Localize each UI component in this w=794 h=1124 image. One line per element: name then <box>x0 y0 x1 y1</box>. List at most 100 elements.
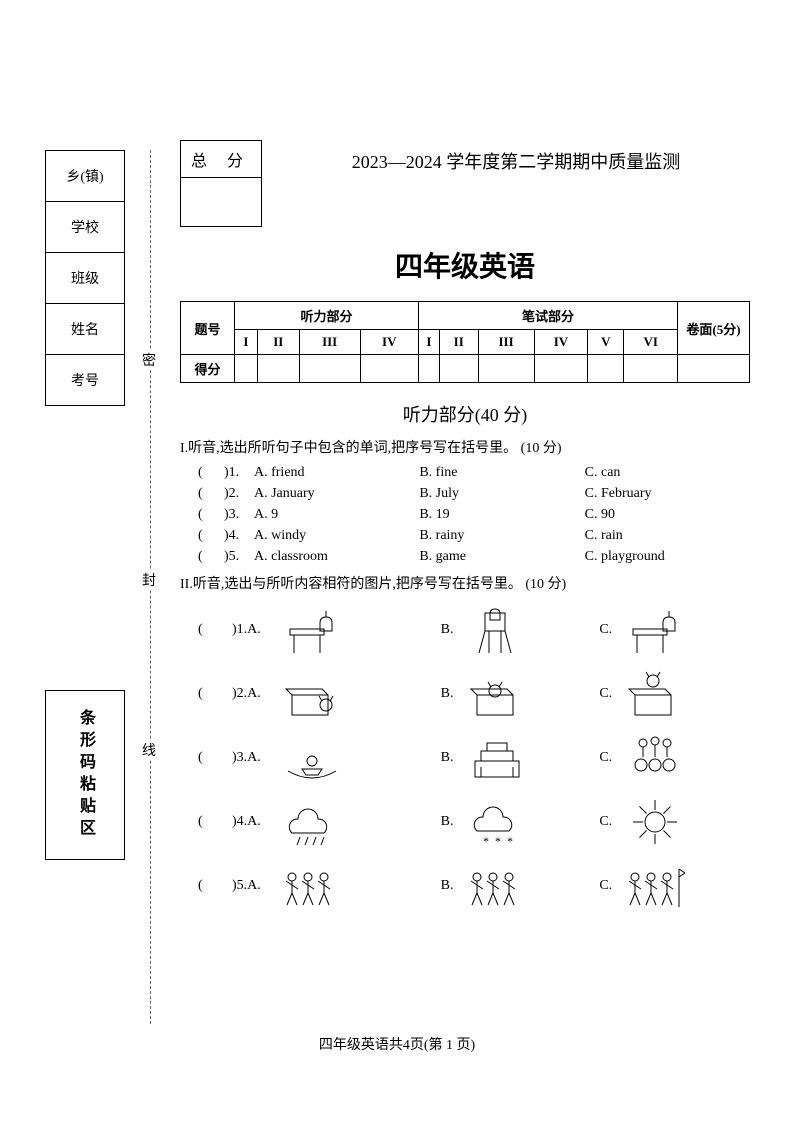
answer-blank[interactable]: ( <box>198 814 224 830</box>
q2-item: ()1.A.B.C. <box>198 603 750 657</box>
q1-opt-b: B. 19 <box>419 507 584 523</box>
score-th-qno: 题号 <box>181 302 235 355</box>
total-score-label: 总 分 <box>181 141 261 178</box>
picture-icon <box>282 603 342 657</box>
opt-letter: C. <box>599 814 619 830</box>
total-score-box: 总 分 <box>180 140 262 227</box>
q1-opt-b: B. fine <box>419 465 584 481</box>
opt-letter: B. <box>441 622 461 638</box>
opt-letter: C. <box>599 878 619 894</box>
picture-icon <box>282 859 342 913</box>
score-cell <box>235 355 258 383</box>
fold-label-feng: 封 <box>142 570 156 590</box>
q1-opt-a: A. friend <box>254 465 419 481</box>
info-school: 学校 <box>45 201 125 253</box>
picture-icon <box>625 795 685 849</box>
answer-blank[interactable]: ( <box>198 507 224 523</box>
score-w2: II <box>439 330 478 355</box>
score-cell <box>588 355 624 383</box>
q2-opt-a <box>282 859 433 913</box>
q1-opt-a: A. windy <box>254 528 419 544</box>
q1-item: ()2.A. JanuaryB. JulyC. February <box>198 486 750 502</box>
picture-icon <box>625 731 685 785</box>
info-township: 乡(镇) <box>45 150 125 202</box>
answer-blank[interactable]: ( <box>198 750 224 766</box>
q1-opt-c: C. 90 <box>585 507 750 523</box>
q1-num: )2. <box>224 486 254 502</box>
score-cell <box>257 355 299 383</box>
answer-blank[interactable]: ( <box>198 486 224 502</box>
barcode-label: 条形码粘贴区 <box>73 709 97 841</box>
q2-opt-a <box>282 603 433 657</box>
opt-letter: B. <box>441 686 461 702</box>
opt-letter: B. <box>441 814 461 830</box>
picture-icon <box>625 859 685 913</box>
picture-icon <box>467 603 527 657</box>
picture-icon <box>282 667 342 721</box>
q2-instruction: II.听音,选出与所听内容相符的图片,把序号写在括号里。 (10 分) <box>180 573 750 593</box>
score-w4: IV <box>534 330 588 355</box>
listening-section-title: 听力部分(40 分) <box>180 401 750 427</box>
q2-opt-c: C. <box>599 859 750 913</box>
main-content: 总 分 2023—2024 学年度第二学期期中质量监测 四年级英语 题号 听力部… <box>180 140 750 923</box>
total-score-blank <box>181 178 251 226</box>
picture-icon <box>625 603 685 657</box>
page: 乡(镇) 学校 班级 姓名 考号 条形码粘贴区 密 封 线 总 分 2023—2… <box>0 0 794 1124</box>
info-class: 班级 <box>45 252 125 304</box>
score-l1: I <box>235 330 258 355</box>
score-w3: III <box>478 330 534 355</box>
score-l4: IV <box>360 330 418 355</box>
barcode-area: 条形码粘贴区 <box>45 690 125 860</box>
q1-opt-c: C. February <box>585 486 750 502</box>
score-table: 题号 听力部分 笔试部分 卷面(5分) I II III IV I II III… <box>180 301 750 383</box>
picture-icon <box>467 859 527 913</box>
student-info-column: 乡(镇) 学校 班级 姓名 考号 <box>45 150 125 405</box>
q2-opt-a <box>282 795 433 849</box>
q2-item: ( )3.A. B. C. <box>198 731 750 785</box>
answer-blank[interactable]: ( <box>198 465 224 481</box>
q1-opt-b: B. game <box>419 549 584 565</box>
score-cell <box>299 355 360 383</box>
grade-title: 四年级英语 <box>180 245 750 285</box>
fold-label-mi: 密 <box>142 350 156 370</box>
q2-opt-b: B. <box>441 731 592 785</box>
header-row: 总 分 2023—2024 学年度第二学期期中质量监测 <box>180 140 750 227</box>
q2-opt-b: B. <box>441 667 592 721</box>
picture-icon <box>467 667 527 721</box>
opt-letter: C. <box>599 686 619 702</box>
opt-letter: B. <box>441 750 461 766</box>
info-exam-no: 考号 <box>45 354 125 406</box>
answer-blank[interactable]: ( <box>198 878 224 894</box>
q1-num: )3. <box>224 507 254 523</box>
svg-text:*: * <box>507 834 513 848</box>
exam-title: 2023—2024 学年度第二学期期中质量监测 <box>282 148 750 174</box>
q1-container: ()1.A. friendB. fineC. can()2.A. January… <box>180 465 750 565</box>
q2-num: )3.A. <box>232 750 274 766</box>
answer-blank[interactable]: ( <box>198 528 224 544</box>
q2-num: )2.A. <box>232 686 274 702</box>
answer-blank[interactable]: ( <box>198 549 224 565</box>
q1-opt-b: B. July <box>419 486 584 502</box>
q2-item: ( )5.A. B. C. <box>198 859 750 913</box>
page-footer: 四年级英语共4页(第 1 页) <box>0 1034 794 1054</box>
q2-item: ( )2.A. B. C. <box>198 667 750 721</box>
q2-opt-c: C. <box>599 603 750 657</box>
score-cell <box>624 355 678 383</box>
q1-num: )1. <box>224 465 254 481</box>
q1-opt-b: B. rainy <box>419 528 584 544</box>
score-l3: III <box>299 330 360 355</box>
answer-blank[interactable]: ( <box>198 686 224 702</box>
opt-letter: B. <box>441 878 461 894</box>
q1-item: ()4.A. windyB. rainyC. rain <box>198 528 750 544</box>
q2-opt-c: C. <box>599 731 750 785</box>
q2-opt-b: B.*** <box>441 795 592 849</box>
score-cell <box>678 355 750 383</box>
score-cell <box>478 355 534 383</box>
picture-icon <box>625 667 685 721</box>
answer-blank[interactable]: ( <box>198 622 224 638</box>
score-cell <box>418 355 439 383</box>
q2-opt-c: C. <box>599 667 750 721</box>
q2-num: )5.A. <box>232 878 274 894</box>
score-cell <box>439 355 478 383</box>
opt-letter: C. <box>599 622 619 638</box>
